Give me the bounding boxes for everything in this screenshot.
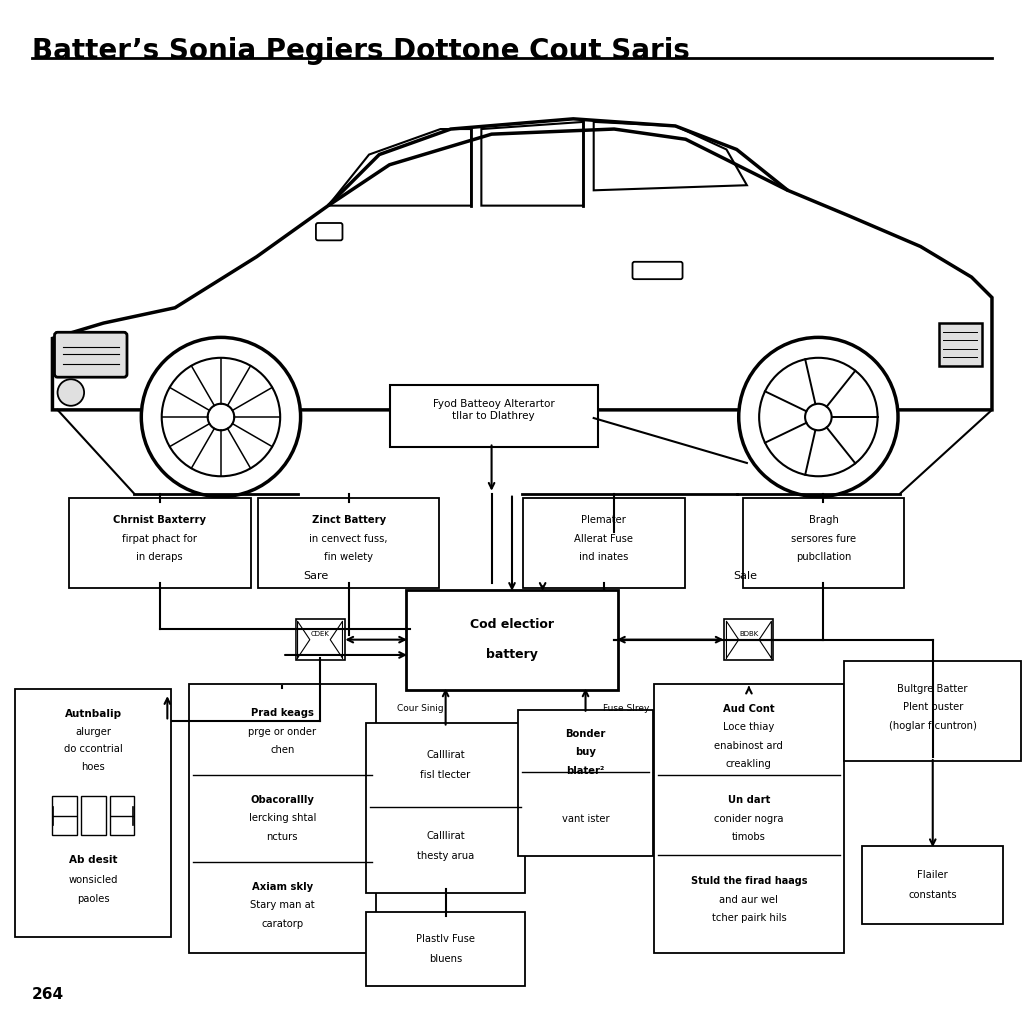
Circle shape bbox=[208, 403, 234, 430]
Circle shape bbox=[141, 337, 301, 497]
Text: Cour Sinig: Cour Sinig bbox=[396, 703, 443, 713]
Text: Loce thiay: Loce thiay bbox=[723, 723, 774, 732]
Text: 264: 264 bbox=[32, 986, 65, 1001]
Text: chen: chen bbox=[270, 744, 295, 755]
Text: caratorp: caratorp bbox=[261, 919, 303, 929]
Text: thesty arua: thesty arua bbox=[417, 851, 474, 861]
Text: ncturs: ncturs bbox=[266, 831, 298, 842]
FancyBboxPatch shape bbox=[366, 911, 525, 986]
Text: Prad keags: Prad keags bbox=[251, 709, 313, 718]
Text: Bultgre Batter: Bultgre Batter bbox=[897, 684, 968, 693]
Text: Plemater: Plemater bbox=[582, 515, 627, 525]
Text: fin welety: fin welety bbox=[325, 552, 373, 562]
Text: battery: battery bbox=[486, 648, 538, 662]
Text: Cod electior: Cod electior bbox=[470, 617, 554, 631]
Text: conider nogra: conider nogra bbox=[714, 814, 783, 824]
Text: Fuse Slrey: Fuse Slrey bbox=[603, 703, 649, 713]
Text: alurger: alurger bbox=[76, 727, 112, 737]
Text: vant ister: vant ister bbox=[562, 814, 609, 824]
Text: enabinost ard: enabinost ard bbox=[715, 740, 783, 751]
Text: constants: constants bbox=[908, 890, 957, 900]
Text: buy: buy bbox=[575, 748, 596, 758]
FancyBboxPatch shape bbox=[724, 620, 773, 660]
FancyBboxPatch shape bbox=[939, 324, 982, 366]
Text: Fyod Batteoy Alterartor
tllar to Dlathrey: Fyod Batteoy Alterartor tllar to Dlathre… bbox=[433, 399, 554, 421]
Polygon shape bbox=[298, 622, 310, 658]
FancyBboxPatch shape bbox=[69, 498, 251, 588]
Text: Chrnist Baxterry: Chrnist Baxterry bbox=[114, 515, 206, 525]
Text: timobs: timobs bbox=[732, 833, 766, 843]
Text: Bragh: Bragh bbox=[809, 515, 839, 525]
Text: lercking shtal: lercking shtal bbox=[249, 813, 316, 823]
Circle shape bbox=[738, 337, 898, 497]
Text: sersores fure: sersores fure bbox=[791, 534, 856, 544]
Text: in deraps: in deraps bbox=[136, 552, 183, 562]
Text: Ab desit: Ab desit bbox=[69, 855, 118, 864]
Circle shape bbox=[162, 357, 281, 476]
Circle shape bbox=[57, 379, 84, 406]
Text: Autnbalip: Autnbalip bbox=[65, 709, 122, 719]
Text: Plastlv Fuse: Plastlv Fuse bbox=[416, 934, 475, 944]
Circle shape bbox=[805, 403, 831, 430]
FancyBboxPatch shape bbox=[654, 684, 844, 952]
Circle shape bbox=[759, 357, 878, 476]
Text: CDEK: CDEK bbox=[310, 631, 330, 637]
FancyBboxPatch shape bbox=[258, 498, 439, 588]
FancyBboxPatch shape bbox=[188, 684, 376, 952]
Text: Batter’s Sonia Pegiers Dottone Cout Saris: Batter’s Sonia Pegiers Dottone Cout Sari… bbox=[32, 37, 690, 66]
FancyBboxPatch shape bbox=[742, 498, 904, 588]
FancyBboxPatch shape bbox=[15, 689, 171, 937]
Text: do ccontrial: do ccontrial bbox=[63, 744, 123, 755]
FancyBboxPatch shape bbox=[523, 498, 685, 588]
FancyBboxPatch shape bbox=[390, 385, 598, 446]
Text: BDBK: BDBK bbox=[739, 631, 759, 637]
Text: and aur wel: and aur wel bbox=[720, 895, 778, 904]
Text: ind inates: ind inates bbox=[580, 552, 629, 562]
Text: Calllirat: Calllirat bbox=[426, 750, 465, 760]
Text: Sare: Sare bbox=[303, 571, 329, 582]
FancyBboxPatch shape bbox=[54, 332, 127, 377]
Text: blater²: blater² bbox=[566, 766, 605, 776]
Text: wonsicled: wonsicled bbox=[69, 876, 118, 885]
Text: fisl tlecter: fisl tlecter bbox=[421, 770, 471, 780]
Text: Flailer: Flailer bbox=[918, 869, 948, 880]
Text: Axiam skly: Axiam skly bbox=[252, 882, 312, 892]
Text: Aud Cont: Aud Cont bbox=[723, 705, 775, 714]
Text: in cenvect fuss,: in cenvect fuss, bbox=[309, 534, 388, 544]
FancyBboxPatch shape bbox=[845, 662, 1021, 761]
FancyBboxPatch shape bbox=[517, 710, 653, 856]
Text: Stuld the firad haags: Stuld the firad haags bbox=[690, 877, 807, 886]
Text: tcher pairk hils: tcher pairk hils bbox=[712, 913, 786, 923]
Text: pubcllation: pubcllation bbox=[796, 552, 851, 562]
Text: Bonder: Bonder bbox=[565, 729, 606, 739]
FancyBboxPatch shape bbox=[296, 620, 344, 660]
Text: Sale: Sale bbox=[733, 571, 757, 582]
Text: creakling: creakling bbox=[726, 759, 772, 769]
Text: Obacorallly: Obacorallly bbox=[250, 795, 314, 805]
Text: (hoglar f cuntron): (hoglar f cuntron) bbox=[889, 722, 977, 731]
FancyBboxPatch shape bbox=[366, 723, 525, 893]
Text: Stary man at: Stary man at bbox=[250, 900, 314, 910]
Text: Calllirat: Calllirat bbox=[426, 830, 465, 841]
Text: Allerat Fuse: Allerat Fuse bbox=[574, 534, 634, 544]
Text: firpat phact for: firpat phact for bbox=[122, 534, 198, 544]
Text: prge or onder: prge or onder bbox=[248, 727, 316, 736]
FancyBboxPatch shape bbox=[406, 590, 618, 690]
Text: bluens: bluens bbox=[429, 954, 462, 965]
Text: Plent buster: Plent buster bbox=[902, 702, 963, 712]
Text: paoles: paoles bbox=[77, 894, 110, 903]
Text: Un dart: Un dart bbox=[728, 796, 770, 806]
Text: hoes: hoes bbox=[82, 762, 105, 772]
Text: Zinct Battery: Zinct Battery bbox=[311, 515, 386, 525]
FancyBboxPatch shape bbox=[862, 846, 1004, 924]
